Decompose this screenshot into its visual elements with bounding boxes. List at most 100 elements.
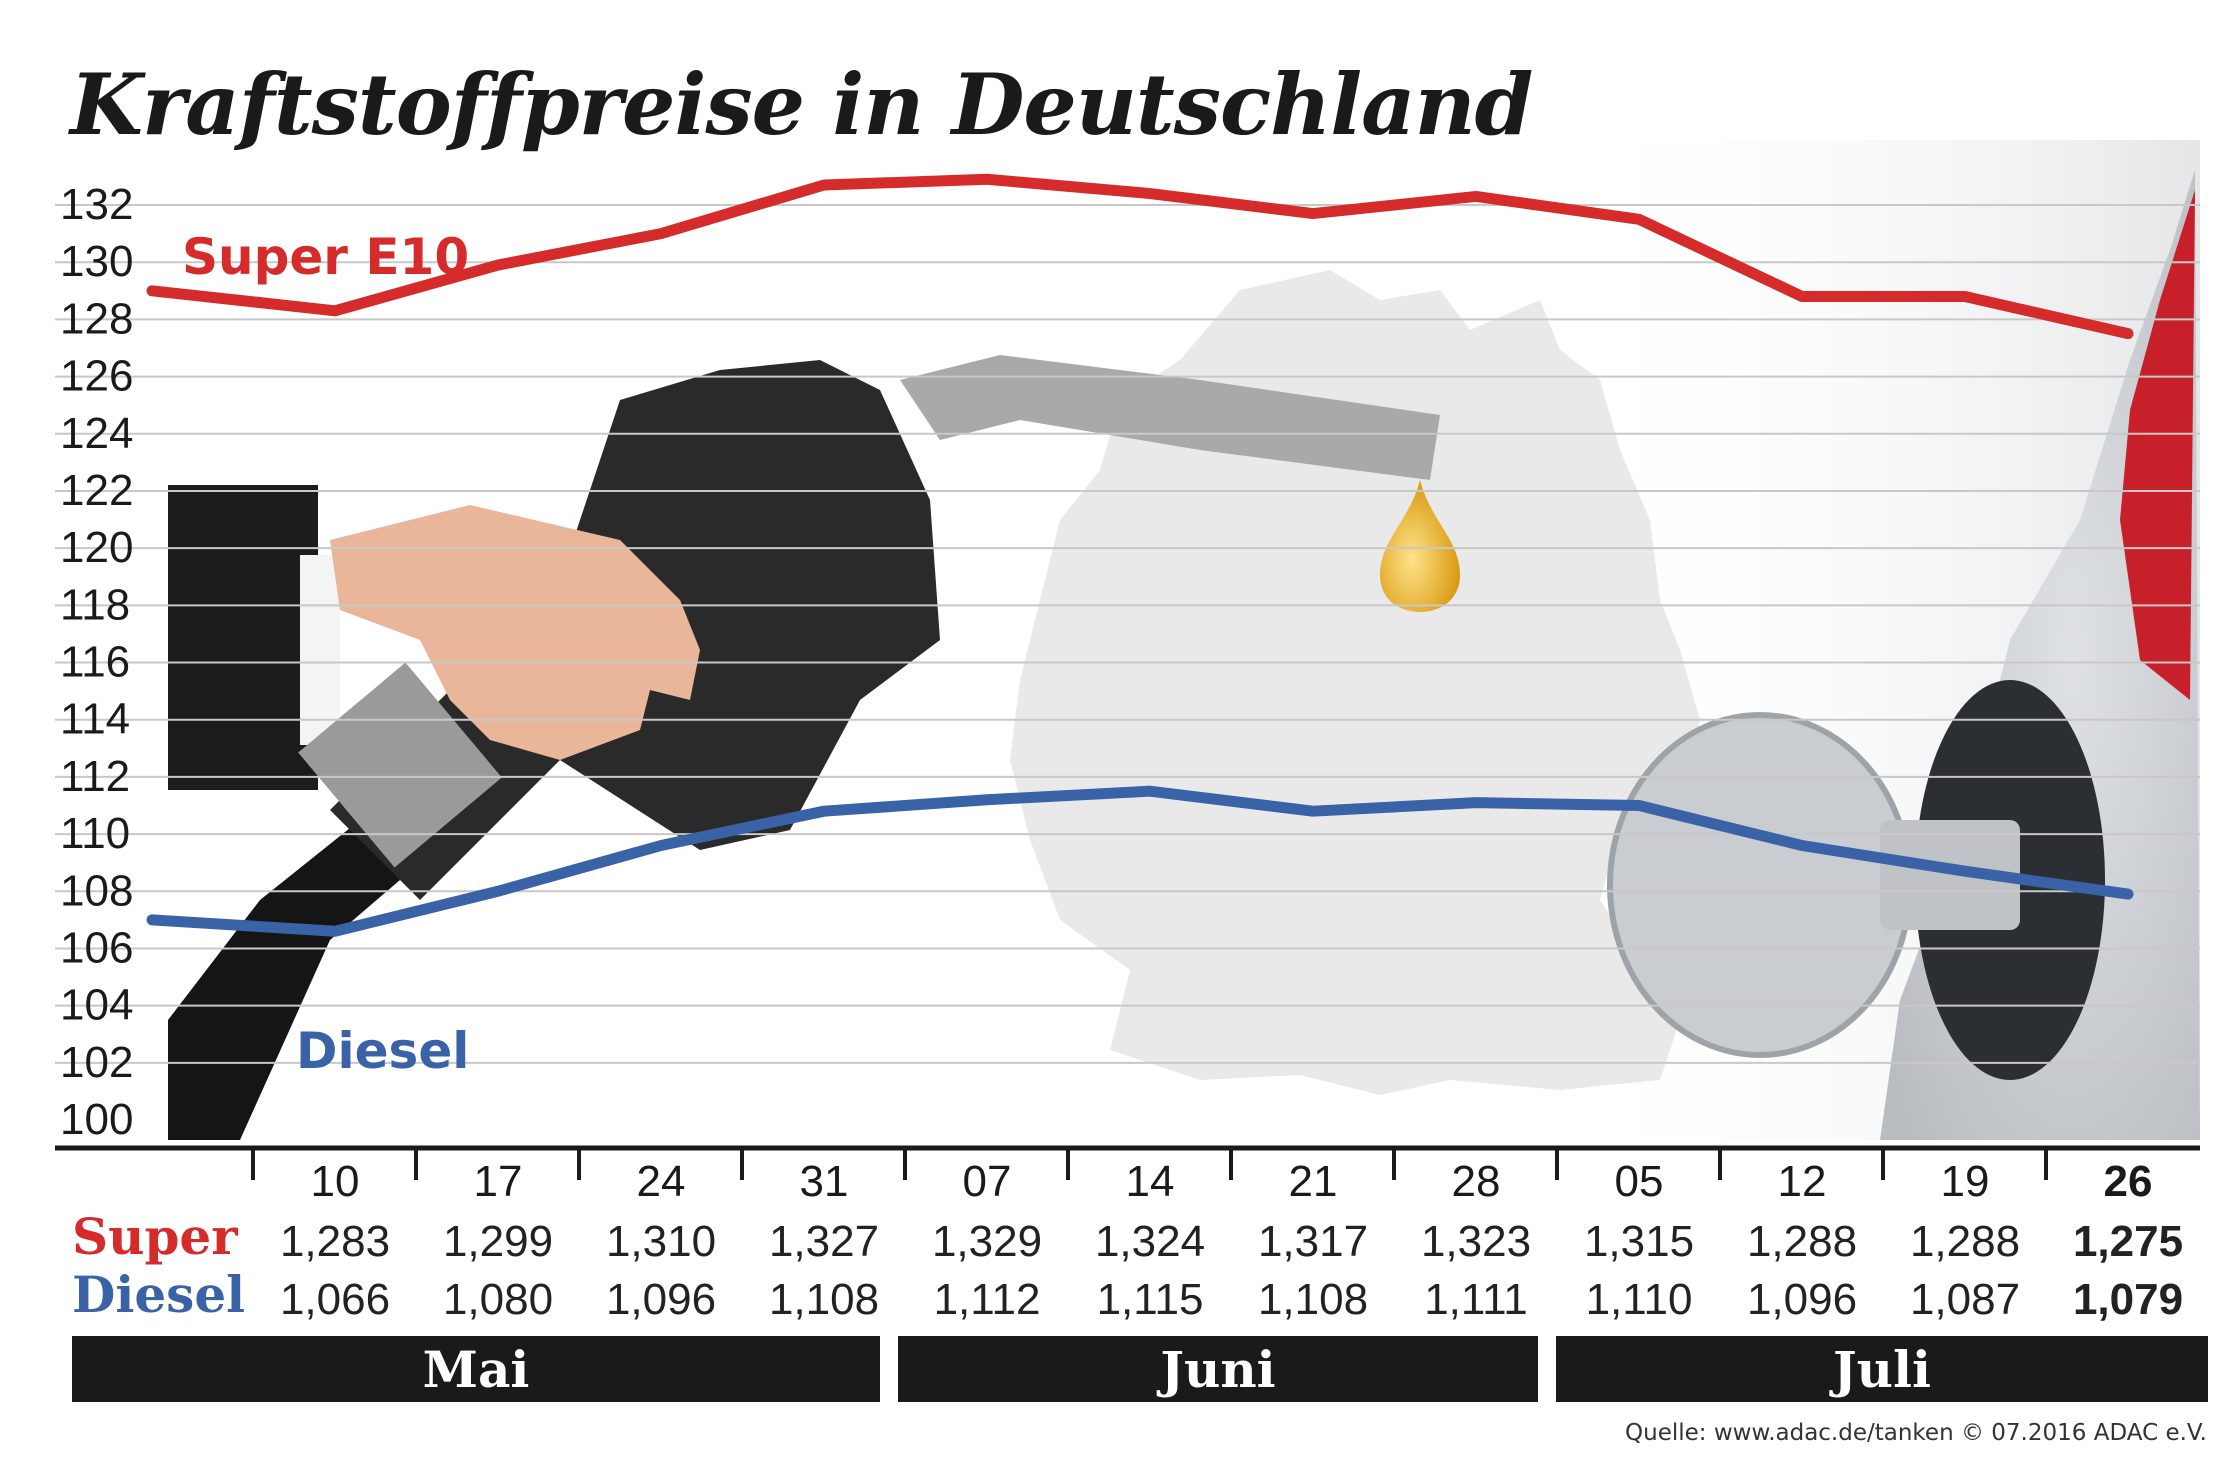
y-tick-label: 122 — [60, 466, 133, 515]
super-e10-point — [1964, 295, 1966, 298]
table-cell: 1,315 — [1584, 1217, 1694, 1266]
x-tick-label: 21 — [1289, 1157, 1338, 1206]
table-cell: 1,110 — [1586, 1275, 1693, 1324]
x-tick-label: 31 — [800, 1157, 849, 1206]
diesel-point — [660, 844, 662, 847]
super-e10-point — [660, 232, 662, 235]
super-e10-point — [497, 264, 499, 267]
series-lines — [146, 173, 2134, 937]
x-tick-label: 14 — [1126, 1157, 1175, 1206]
y-tick-label: 130 — [60, 237, 133, 286]
diesel-point — [497, 890, 499, 893]
month-bar-juli: Juli — [1556, 1336, 2208, 1402]
y-tick-label: 128 — [60, 294, 133, 343]
table-cell: 1,115 — [1097, 1275, 1204, 1324]
x-axis-ticks: 10 17 24 31 07 14 21 28 05 12 19 26 — [251, 1148, 2153, 1206]
y-tick-label: 108 — [60, 866, 133, 915]
table-cell: 1,323 — [1421, 1217, 1531, 1266]
table-cell: 1,288 — [1747, 1217, 1857, 1266]
diesel-point — [1801, 844, 1803, 847]
background-illustration — [168, 140, 2200, 1140]
y-tick-label: 114 — [60, 695, 130, 744]
diesel-point — [2127, 893, 2129, 896]
table-cell: 1,275 — [2073, 1217, 2183, 1266]
super-e10-point — [1638, 218, 1640, 221]
gridlines — [55, 204, 2200, 1064]
table-cell: 1,108 — [1258, 1275, 1368, 1324]
table-row-label: Super — [72, 1207, 238, 1266]
y-tick-label: 104 — [60, 981, 133, 1030]
table-cell: 1,096 — [606, 1275, 716, 1324]
x-tick-label: 26 — [2104, 1157, 2153, 1206]
y-tick-label: 132 — [60, 180, 133, 229]
x-tick-label: 28 — [1452, 1157, 1501, 1206]
x-tick-label: 07 — [963, 1157, 1012, 1206]
table-cell: 1,324 — [1095, 1217, 1205, 1266]
hand — [330, 505, 700, 760]
sleeve — [168, 485, 318, 790]
y-tick-label: 110 — [60, 809, 130, 858]
table-row-label: Diesel — [72, 1265, 245, 1324]
y-tick-label: 106 — [60, 923, 133, 972]
table-cell: 1,310 — [606, 1217, 716, 1266]
y-tick-label: 100 — [60, 1095, 133, 1144]
table-cell: 1,327 — [769, 1217, 879, 1266]
super-e10-point — [2127, 332, 2129, 335]
y-tick-label: 118 — [60, 580, 130, 629]
diesel-point — [1964, 870, 1966, 873]
table-cell: 1,317 — [1258, 1217, 1368, 1266]
source-credit: Quelle: www.adac.de/tanken © 07.2016 ADA… — [1625, 1420, 2207, 1446]
germany-map — [1010, 270, 1700, 1095]
super-e10-series-label: Super E10 — [182, 228, 469, 286]
fuel-drop — [1380, 480, 1460, 612]
super-e10-point — [1312, 212, 1314, 215]
y-tick-label: 126 — [60, 352, 133, 401]
x-tick-label: 05 — [1615, 1157, 1664, 1206]
table-cell: 1,079 — [2073, 1275, 2183, 1324]
super-e10-point — [1801, 295, 1803, 298]
super-e10-point — [334, 309, 336, 312]
table-cell: 1,087 — [1910, 1275, 2020, 1324]
fuel-hose — [168, 820, 400, 1140]
diesel-point — [1149, 790, 1151, 793]
table-cell: 1,299 — [443, 1217, 553, 1266]
fuel-door — [1607, 712, 1913, 1058]
diesel-point — [823, 810, 825, 813]
diesel-point — [1312, 810, 1314, 813]
y-tick-label: 124 — [60, 409, 133, 458]
month-bar-mai: Mai — [72, 1336, 880, 1402]
table-cell: 1,283 — [280, 1217, 390, 1266]
x-tick-label: 24 — [637, 1157, 686, 1206]
table-cell: 1,096 — [1747, 1275, 1857, 1324]
car-taillight — [2120, 190, 2195, 700]
table-cell: 1,108 — [769, 1275, 879, 1324]
page-title: Kraftstoffpreise in Deutschland — [70, 55, 1533, 154]
y-tick-label: 112 — [60, 752, 130, 801]
diesel-point — [1475, 801, 1477, 804]
table-cell: 1,111 — [1424, 1275, 1528, 1324]
price-table: Super 1,283 1,299 1,310 1,327 1,329 1,324 1,317… — [72, 1207, 2183, 1324]
y-tick-label: 116 — [60, 638, 130, 687]
x-tick-label: 17 — [474, 1157, 523, 1206]
y-tick-label: 102 — [60, 1038, 133, 1087]
table-cell: 1,066 — [280, 1275, 390, 1324]
diesel-point — [986, 798, 988, 801]
super-e10-point — [1149, 192, 1151, 195]
table-cell: 1,288 — [1910, 1217, 2020, 1266]
month-bar-juni: Juni — [898, 1336, 1538, 1402]
super-e10-point — [986, 178, 988, 181]
table-cell: 1,080 — [443, 1275, 553, 1324]
y-tick-label: 120 — [60, 523, 133, 572]
x-tick-label: 19 — [1941, 1157, 1990, 1206]
super-e10-point — [823, 183, 825, 186]
diesel-point — [334, 930, 336, 933]
y-axis: 132 130 128 126 124 122 120 118 116 114 112 110 108 1… — [60, 180, 133, 1144]
table-cell: 1,329 — [932, 1217, 1042, 1266]
diesel-point — [1638, 804, 1640, 807]
x-tick-label: 10 — [311, 1157, 360, 1206]
table-cell: 1,112 — [934, 1275, 1041, 1324]
nozzle-spout — [900, 355, 1440, 480]
super-e10-point — [1475, 195, 1477, 198]
x-tick-label: 12 — [1778, 1157, 1827, 1206]
